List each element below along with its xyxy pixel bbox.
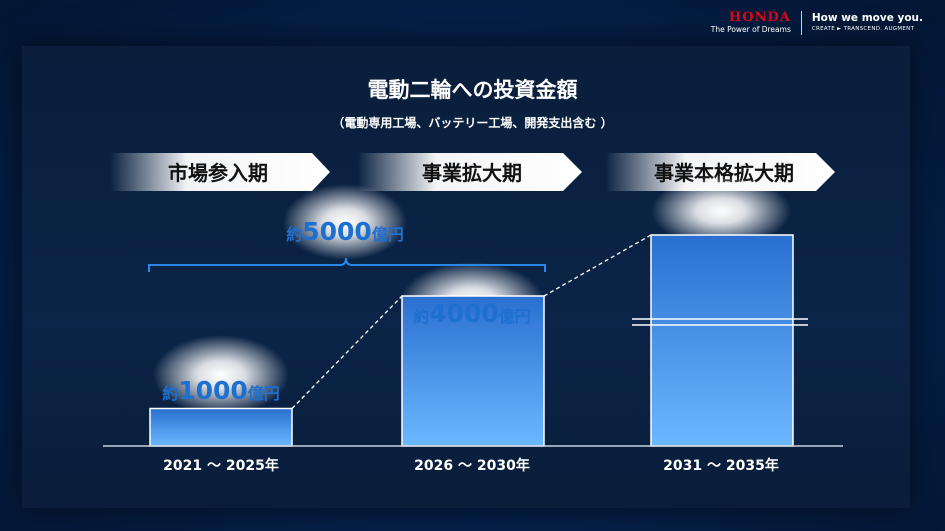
cumulative-label: 約5000億円 — [286, 217, 404, 246]
cumulative-brace — [148, 257, 546, 272]
slogan-tagline: CREATE ► TRANSCEND. AUGMENT — [811, 26, 915, 32]
glow-bar-0 — [153, 335, 289, 415]
glow-cumulative — [283, 184, 407, 260]
value-label-1: 約4000億円 — [413, 299, 531, 328]
bar-1 — [401, 295, 545, 447]
slogan: How we move you. — [811, 12, 923, 24]
axis-break — [632, 318, 808, 326]
glow-bar-2 — [651, 175, 791, 247]
growth-connector-1 — [543, 234, 652, 297]
brand-name: HONDA — [729, 10, 791, 25]
chart-title: 電動二輪への投資金額 — [367, 78, 578, 102]
bar-2 — [650, 234, 794, 447]
chart-subtitle: （電動専用工場、バッテリー工場、開発支出含む ） — [332, 116, 613, 130]
x-tick-label-2: 2031 ～ 2035年 — [663, 457, 779, 474]
brand-tagline: The Power of Dreams — [710, 25, 791, 34]
growth-connector-0 — [291, 295, 403, 409]
phase-arrow-0: 市場参入期 — [110, 153, 330, 191]
honda-logo: HONDA The Power of Dreams How we move yo… — [711, 11, 923, 39]
phase-arrow-2: 事業本格拡大期 — [605, 153, 835, 191]
phase-label-0: 市場参入期 — [168, 161, 268, 185]
phase-arrow-1: 事業拡大期 — [357, 153, 582, 191]
x-tick-label-1: 2026 ～ 2030年 — [414, 457, 530, 474]
x-tick-label-0: 2021 ～ 2025年 — [163, 457, 279, 474]
value-label-0: 約1000億円 — [162, 376, 280, 405]
phase-label-1: 事業拡大期 — [422, 161, 522, 185]
bar-0 — [149, 407, 293, 447]
